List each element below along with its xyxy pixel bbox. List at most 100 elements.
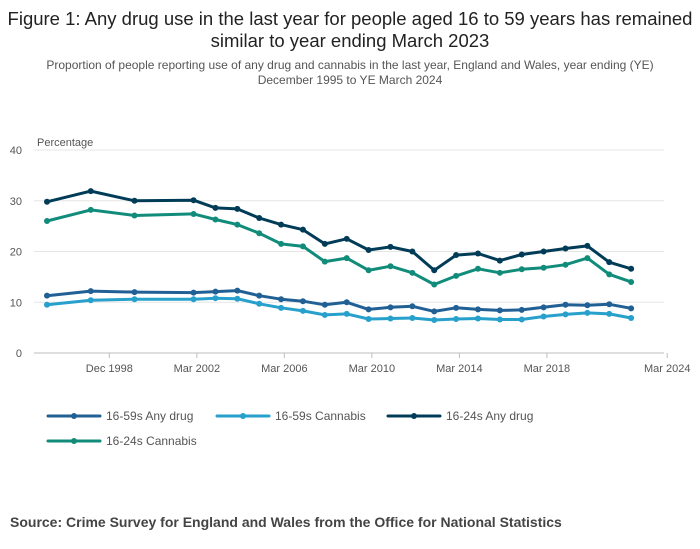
data-point	[278, 296, 285, 303]
data-point	[343, 235, 350, 242]
data-point	[343, 255, 350, 262]
data-point	[518, 266, 525, 273]
data-point	[496, 269, 503, 276]
data-point	[431, 281, 438, 288]
data-point	[584, 309, 591, 316]
y-tick-label: 40	[10, 145, 22, 157]
data-point	[278, 240, 285, 247]
legend-label: 16-59s Any drug	[106, 409, 193, 423]
data-point	[365, 306, 372, 313]
data-point	[365, 246, 372, 253]
data-point	[584, 242, 591, 249]
series-line-1	[45, 289, 633, 313]
data-point	[44, 198, 50, 205]
data-point	[496, 307, 503, 314]
data-point	[87, 206, 94, 213]
data-point	[540, 248, 547, 255]
y-tick-label: 20	[10, 247, 22, 259]
data-point	[387, 304, 394, 311]
series-line-3	[45, 189, 633, 272]
x-tick-label: Mar 2006	[261, 363, 307, 375]
data-point	[409, 303, 416, 310]
data-point	[540, 304, 547, 311]
legend-swatch-marker	[71, 438, 77, 444]
data-point	[131, 212, 138, 219]
data-point	[343, 310, 350, 317]
legend-swatch-marker	[71, 413, 77, 419]
data-point	[409, 248, 416, 255]
legend-swatch-marker	[411, 413, 417, 419]
data-point	[409, 314, 416, 321]
y-tick-label: 10	[10, 297, 22, 309]
x-tick-label: Mar 2018	[524, 363, 570, 375]
data-point	[540, 313, 547, 320]
data-point	[474, 265, 481, 272]
source-note: Source: Crime Survey for England and Wal…	[10, 514, 562, 530]
data-point	[321, 258, 328, 265]
data-point	[431, 308, 438, 315]
data-point	[496, 257, 503, 264]
data-point	[256, 215, 263, 222]
series-line-4	[45, 208, 633, 286]
data-point	[474, 306, 481, 313]
chart-subtitle: Proportion of people reporting use of an…	[46, 58, 654, 87]
data-point	[321, 301, 328, 308]
legend-label: 16-59s Cannabis	[275, 409, 366, 423]
data-point	[365, 315, 372, 322]
data-point	[562, 245, 569, 252]
data-point	[256, 292, 263, 299]
x-tick-label: Mar 2024	[644, 363, 690, 375]
data-point	[562, 301, 569, 308]
data-point	[256, 300, 263, 307]
data-point	[212, 216, 219, 223]
data-point	[190, 197, 197, 204]
data-point	[453, 272, 460, 279]
data-point	[44, 301, 50, 308]
data-point	[453, 252, 460, 259]
data-point	[628, 305, 635, 312]
data-point	[234, 205, 241, 212]
x-tick-label: Mar 2010	[349, 363, 395, 375]
data-point	[387, 315, 394, 322]
data-point	[387, 243, 394, 250]
data-point	[299, 243, 306, 250]
data-point	[44, 292, 50, 299]
data-point	[278, 221, 285, 228]
legend-label: 16-24s Any drug	[446, 409, 533, 423]
x-tick-label: Dec 1998	[86, 363, 133, 375]
data-point	[518, 316, 525, 323]
data-point	[343, 299, 350, 306]
data-point	[190, 296, 197, 303]
data-point	[387, 263, 394, 270]
x-tick-label: Mar 2014	[436, 363, 482, 375]
data-point	[431, 267, 438, 274]
data-point	[131, 296, 138, 303]
data-point	[431, 317, 438, 324]
x-tick-label: Mar 2002	[174, 363, 220, 375]
data-point	[628, 278, 635, 285]
y-tick-label: 30	[10, 196, 22, 208]
legend-label: 16-24s Cannabis	[106, 434, 197, 448]
series-line-2	[45, 296, 633, 322]
data-point	[131, 289, 138, 296]
data-point	[87, 188, 94, 195]
data-point	[299, 298, 306, 305]
data-point	[409, 269, 416, 276]
data-point	[584, 255, 591, 262]
data-point	[299, 307, 306, 314]
data-point	[453, 304, 460, 311]
chart-title: Figure 1: Any drug use in the last year …	[7, 8, 693, 51]
data-point	[234, 221, 241, 228]
data-point	[321, 311, 328, 318]
data-point	[87, 297, 94, 304]
data-point	[278, 304, 285, 311]
data-point	[453, 315, 460, 322]
data-point	[474, 315, 481, 322]
legend-swatch-marker	[240, 413, 246, 419]
data-point	[212, 288, 219, 295]
data-point	[628, 265, 635, 272]
data-point	[606, 259, 613, 266]
data-point	[562, 311, 569, 318]
data-point	[606, 301, 613, 308]
data-point	[474, 250, 481, 257]
